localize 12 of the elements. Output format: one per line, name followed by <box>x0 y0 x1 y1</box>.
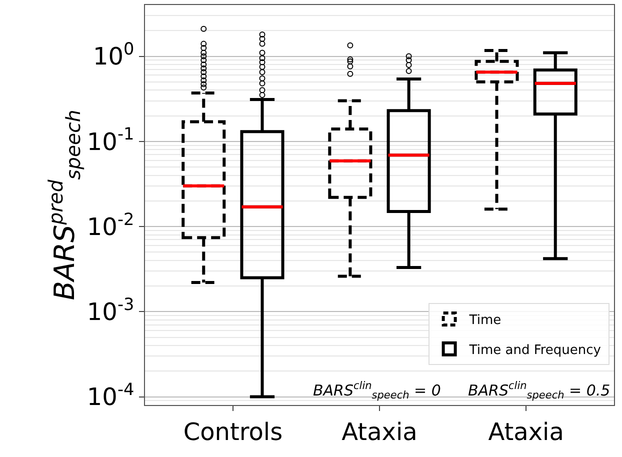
annotation: BARS$^{clin}$$_{speech}$ = 0.5 <box>468 380 610 402</box>
legend-label: Time and Frequency <box>468 342 602 358</box>
legend-label: Time <box>468 313 502 328</box>
x-tick-label: Controls <box>183 418 283 446</box>
y-tick-label: 10$^{-3}$ <box>86 294 134 326</box>
y-tick-label: 10$^{0}$ <box>92 38 134 71</box>
y-tick-label: 10$^{-1}$ <box>86 124 134 156</box>
y-tick-label: 10$^{-2}$ <box>86 208 134 241</box>
annotation: BARS$^{clin}$$_{speech}$ = 0 <box>313 380 441 402</box>
x-tick-label: Ataxia <box>342 418 418 446</box>
y-tick-label: 10$^{-4}$ <box>86 379 134 412</box>
x-tick-label: Ataxia <box>488 418 564 446</box>
